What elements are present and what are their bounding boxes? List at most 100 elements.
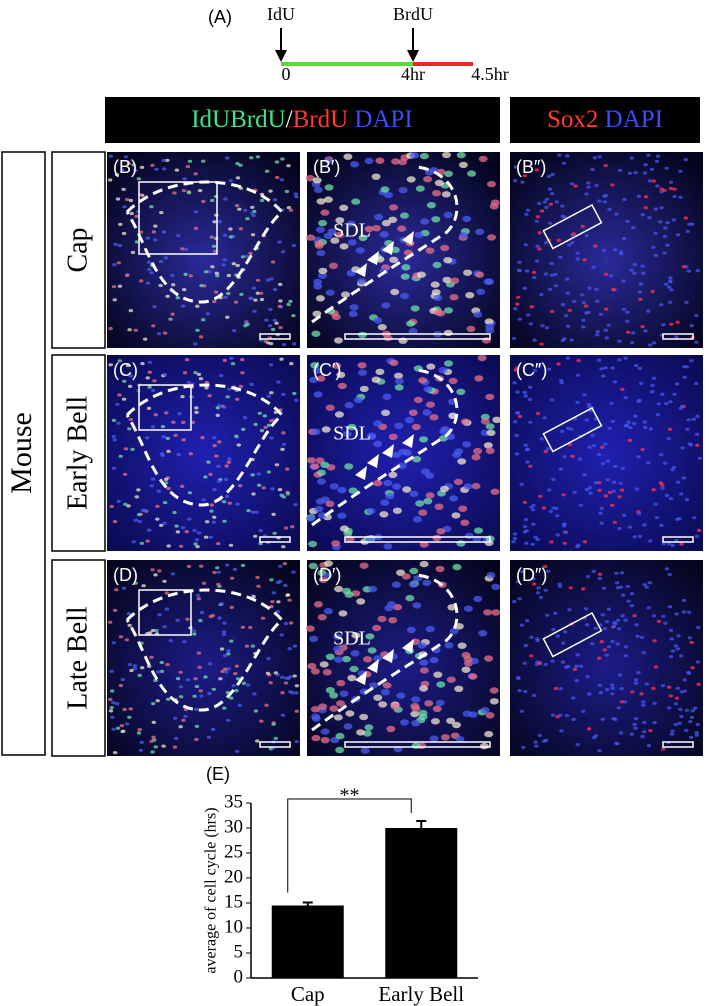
nucleus [647, 179, 653, 183]
nucleus [643, 329, 648, 333]
nucleus [220, 669, 225, 674]
nucleus [636, 671, 641, 675]
nucleus [373, 655, 383, 662]
nucleus [223, 477, 229, 481]
nucleus [549, 398, 555, 402]
nucleus [649, 167, 655, 171]
nucleus [524, 529, 529, 533]
nucleus [684, 708, 690, 712]
nucleus [674, 696, 680, 700]
nucleus [210, 265, 215, 269]
nucleus [382, 393, 392, 400]
nucleus [211, 244, 217, 248]
outline [125, 588, 285, 712]
nucleus [175, 296, 180, 300]
nucleus [178, 685, 184, 689]
nucleus [235, 502, 240, 506]
nucleus [323, 196, 333, 203]
nucleus [319, 661, 329, 668]
nucleus [627, 171, 633, 175]
roi-box [542, 204, 603, 250]
micrograph: SDL(D′) [305, 560, 501, 756]
nucleus [260, 616, 266, 620]
nucleus [562, 541, 567, 545]
nucleus [683, 216, 688, 220]
y-tick-label: 30 [224, 816, 243, 837]
nucleus [232, 567, 238, 572]
nucleus [622, 197, 627, 201]
nucleus [342, 430, 352, 438]
nucleus [524, 269, 530, 273]
nucleus [255, 739, 260, 743]
nucleus [694, 731, 699, 735]
nucleus [678, 195, 683, 199]
nucleus [556, 238, 561, 242]
nucleus [118, 683, 124, 688]
nucleus [590, 167, 595, 172]
nucleus [564, 314, 569, 318]
nucleus [646, 309, 651, 313]
nucleus [596, 656, 602, 660]
nucleus [443, 211, 453, 219]
nucleus [292, 391, 297, 396]
nucleus [110, 715, 115, 719]
nucleus [394, 372, 403, 379]
nucleus [121, 187, 126, 191]
nucleus [480, 418, 490, 425]
nucleus [337, 512, 347, 519]
nucleus [277, 488, 283, 492]
nucleus [591, 265, 596, 269]
nucleus [515, 411, 520, 415]
nucleus [651, 614, 657, 618]
nucleus [368, 585, 378, 593]
nucleus [626, 420, 631, 424]
nucleus [392, 451, 401, 459]
nucleus [633, 363, 639, 368]
nucleus [686, 418, 691, 422]
nucleus [128, 309, 133, 313]
nucleus [228, 179, 233, 183]
nucleus [560, 660, 566, 664]
species-label: Mouse [5, 412, 38, 494]
nucleus [206, 460, 211, 464]
nucleus [109, 706, 114, 710]
nucleus [419, 667, 429, 674]
nucleus [181, 718, 186, 722]
nucleus [555, 514, 560, 518]
nucleus [675, 480, 681, 484]
nucleus [618, 481, 623, 485]
nucleus [153, 224, 158, 228]
nucleus [182, 177, 187, 181]
nucleus [222, 258, 227, 262]
nucleus [586, 185, 591, 189]
nucleus [345, 710, 355, 717]
nucleus [124, 197, 130, 202]
nucleus [569, 182, 575, 186]
nucleus [648, 729, 653, 733]
nucleus [205, 312, 211, 316]
nucleus [597, 199, 602, 203]
panel-label: (C′) [313, 360, 341, 380]
nucleus [398, 158, 408, 166]
nucleus [473, 447, 483, 455]
nucleus [314, 505, 324, 513]
nucleus [526, 313, 531, 317]
nucleus [417, 642, 427, 649]
nucleus [664, 402, 669, 406]
nucleus [664, 567, 670, 571]
nucleus [175, 677, 181, 681]
nucleus [192, 694, 197, 698]
nucleus [215, 406, 220, 410]
nucleus [275, 175, 280, 180]
nucleus [222, 621, 227, 625]
nucleus [603, 272, 609, 276]
nucleus [141, 584, 146, 588]
nucleus [109, 504, 114, 509]
nucleus [136, 731, 142, 735]
panel-label: (D″) [516, 565, 547, 585]
nucleus [222, 500, 227, 504]
scale-bar [662, 536, 694, 543]
nucleus [567, 308, 572, 312]
nucleus [388, 617, 398, 624]
